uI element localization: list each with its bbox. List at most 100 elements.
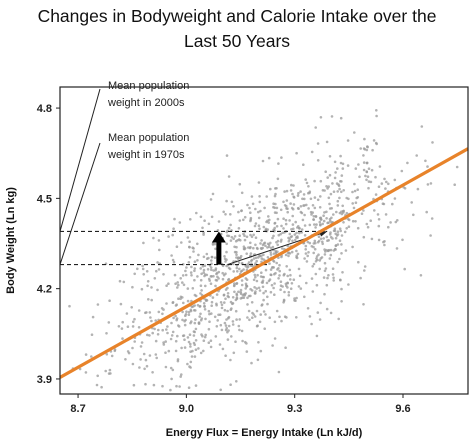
scatter-point — [304, 244, 308, 248]
scatter-point — [211, 296, 215, 299]
scatter-point — [238, 328, 241, 332]
scatter-point — [373, 209, 376, 212]
scatter-point — [329, 219, 332, 223]
scatter-point — [262, 291, 265, 295]
scatter-point — [208, 320, 211, 324]
scatter-point — [334, 236, 338, 240]
scatter-point — [186, 236, 190, 239]
scatter-point — [340, 190, 343, 194]
scatter-point — [340, 210, 343, 213]
scatter-point — [362, 209, 365, 212]
scatter-point — [226, 286, 229, 290]
scatter-point — [357, 163, 360, 166]
scatter-point — [362, 147, 366, 150]
scatter-point — [235, 245, 238, 249]
scatter-point — [307, 207, 310, 210]
scatter-point — [264, 227, 268, 231]
scatter-point — [285, 284, 288, 288]
scatter-point — [289, 273, 292, 277]
scatter-point — [251, 202, 255, 206]
scatter-point — [264, 313, 267, 316]
scatter-point — [359, 147, 363, 150]
scatter-point — [197, 347, 200, 350]
scatter-point — [353, 182, 356, 186]
scatter-point — [269, 253, 273, 256]
scatter-point — [380, 182, 384, 185]
scatter-point — [292, 196, 296, 199]
scatter-point — [203, 335, 207, 339]
scatter-point — [384, 213, 388, 216]
scatter-point — [335, 210, 338, 214]
scatter-point — [239, 291, 242, 294]
scatter-point — [266, 246, 269, 249]
scatter-point — [219, 323, 223, 327]
scatter-point — [203, 304, 206, 308]
scatter-point — [323, 269, 327, 273]
scatter-point — [179, 375, 182, 378]
scatter-point — [201, 264, 205, 268]
scatter-point — [351, 219, 355, 223]
scatter-point — [308, 315, 312, 318]
scatter-point — [255, 324, 259, 328]
scatter-point — [145, 364, 149, 368]
scatter-point — [241, 293, 245, 297]
scatter-point — [270, 273, 273, 277]
scatter-point — [220, 328, 224, 332]
scatter-point — [180, 346, 183, 350]
scatter-point — [286, 274, 290, 278]
scatter-point — [240, 329, 244, 333]
scatter-point — [254, 290, 257, 293]
scatter-point — [207, 309, 211, 313]
scatter-point — [262, 242, 266, 245]
scatter-point — [174, 339, 178, 343]
scatter-point — [291, 192, 294, 196]
scatter-point — [339, 278, 342, 282]
chart-title: Changes in Bodyweight and Calorie Intake… — [0, 4, 474, 54]
scatter-point — [272, 286, 275, 290]
scatter-point — [196, 242, 199, 246]
scatter-point — [270, 246, 273, 250]
scatter-point — [254, 236, 258, 239]
scatter-point — [226, 309, 229, 313]
scatter-point — [137, 309, 141, 312]
scatter-point — [224, 297, 227, 301]
scatter-point — [202, 271, 205, 274]
scatter-point — [426, 165, 429, 168]
scatter-point — [160, 307, 164, 310]
scatter-point — [249, 211, 252, 214]
scatter-point — [185, 310, 188, 314]
scatter-point — [293, 233, 297, 236]
scatter-point — [174, 314, 177, 318]
scatter-point — [240, 283, 244, 287]
scatter-point — [340, 234, 344, 237]
scatter-point — [318, 220, 322, 224]
scatter-point — [425, 210, 429, 214]
scatter-point — [210, 259, 213, 262]
scatter-point — [275, 206, 279, 210]
scatter-point — [210, 255, 214, 259]
scatter-point — [232, 270, 235, 273]
scatter-point — [300, 228, 304, 231]
scatter-point — [174, 282, 177, 286]
scatter-point — [229, 239, 233, 242]
scatter-point — [189, 218, 192, 221]
scatter-point — [286, 251, 290, 255]
scatter-point — [268, 278, 272, 281]
scatter-point — [358, 175, 361, 179]
scatter-point — [288, 238, 292, 241]
scatter-point — [251, 265, 255, 268]
scatter-point — [275, 309, 279, 313]
scatter-point — [378, 165, 382, 168]
scatter-point — [224, 272, 227, 276]
scatter-point — [267, 215, 270, 218]
scatter-point — [403, 267, 407, 271]
annotation-1970s-leader — [59, 142, 101, 265]
scatter-point — [288, 268, 292, 272]
scatter-point — [259, 349, 263, 353]
scatter-point — [240, 296, 244, 300]
scatter-point — [319, 223, 322, 226]
scatter-point — [229, 358, 232, 362]
scatter-point — [188, 240, 191, 243]
scatter-point — [131, 285, 134, 289]
scatter-point — [209, 198, 213, 201]
